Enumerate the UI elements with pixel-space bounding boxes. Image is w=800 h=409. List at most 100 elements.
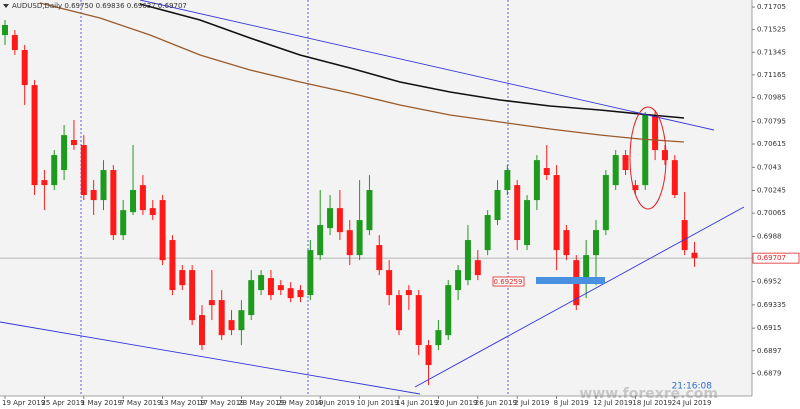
y-tick-label: 0.70615: [757, 140, 786, 148]
candles: [0, 19, 752, 386]
candle-body: [612, 155, 619, 186]
candle-body: [139, 185, 146, 211]
menu-icon: [3, 4, 9, 8]
candle-body: [671, 160, 678, 196]
trend-line-lower: [0, 321, 421, 395]
candle-body: [405, 290, 412, 296]
candle-body: [327, 208, 334, 229]
candle-body: [504, 170, 511, 191]
candle-body: [110, 170, 117, 236]
x-tick-label: 26 Jun 2019: [475, 399, 517, 407]
candle-body: [386, 270, 393, 296]
y-tick-label: 0.6952: [757, 278, 782, 286]
y-tick-label: 0.69335: [757, 301, 786, 309]
y-tick-label: 0.6988: [757, 232, 782, 240]
candle-body: [21, 50, 28, 86]
candle-body: [248, 280, 255, 316]
candle-body: [336, 208, 343, 233]
candle-body: [425, 345, 432, 366]
candle-body: [474, 260, 481, 276]
x-tick-label: 1 May 2019: [81, 399, 122, 407]
candle-body: [691, 252, 698, 259]
y-tick-label: 0.70245: [757, 187, 786, 195]
candle-body: [307, 250, 314, 296]
moving-average-fast: [39, 2, 685, 143]
x-tick-label: 17 May 2019: [199, 399, 245, 407]
x-tick-label: 14 Jun 2019: [396, 399, 438, 407]
candle-body: [543, 168, 550, 176]
trend-line-support: [414, 206, 745, 388]
candle-body: [642, 114, 649, 186]
plot-background: [0, 0, 752, 396]
candle-body: [524, 200, 531, 246]
month-separators: [80, 0, 509, 396]
candle-body: [356, 220, 363, 256]
candle-body: [553, 175, 560, 251]
annotation-box: [492, 276, 525, 287]
candle-body: [267, 278, 274, 296]
candle-body: [228, 320, 235, 331]
chart-title: AUDUSD,Daily 0.69750 0.69836 0.69637 0.6…: [12, 2, 187, 10]
candle-body: [455, 270, 462, 291]
candle-body: [258, 275, 265, 291]
candle-body: [622, 155, 629, 171]
y-tick-label: 0.70985: [757, 94, 786, 102]
candle-body: [494, 190, 501, 221]
support-zone: [536, 277, 605, 284]
candle-body: [464, 240, 471, 281]
candle-body: [366, 190, 373, 231]
x-tick-label: 8 Jul 2019: [554, 399, 589, 407]
candle-body: [415, 295, 422, 346]
watermark: www.forexre.com: [579, 386, 718, 402]
candle-body: [287, 288, 294, 299]
x-tick-label: 12 Jul 2019: [593, 399, 633, 407]
candle-body: [130, 190, 137, 213]
candle-body: [149, 208, 156, 216]
y-tick-label: 0.6915: [757, 324, 782, 332]
current-price-tag: [752, 252, 800, 264]
current-price-label: 0.69707: [757, 254, 786, 262]
x-tick-label: 13 May 2019: [160, 399, 206, 407]
candle-body: [208, 300, 215, 306]
candle-body: [376, 245, 383, 271]
candle-body: [199, 315, 205, 346]
candle-body: [100, 170, 107, 201]
clock: 21:16:08: [672, 382, 713, 392]
candle-body: [563, 230, 570, 256]
y-tick-label: 0.70795: [757, 117, 786, 125]
x-tick-label: 2 Jul 2019: [514, 399, 549, 407]
candle-body: [297, 290, 304, 298]
candle-body: [652, 114, 659, 151]
candle-body: [277, 285, 284, 291]
candle-body: [593, 230, 599, 256]
candle-body: [396, 295, 402, 331]
candle-body: [179, 270, 186, 286]
candle-body: [602, 175, 609, 231]
y-tick-label: 0.6897: [757, 347, 782, 355]
candle-body: [70, 140, 77, 146]
candle-body: [681, 220, 688, 251]
y-tick-label: 0.6879: [757, 369, 782, 377]
y-tick-label: 0.71705: [757, 3, 786, 11]
candle-body: [41, 180, 48, 186]
x-tick-label: 25 Apr 2019: [41, 399, 84, 407]
x-tick-label: 18 Jul 2019: [632, 399, 672, 407]
y-tick-label: 0.70065: [757, 209, 786, 217]
candle-body: [11, 35, 18, 51]
candle-body: [120, 210, 127, 236]
candle-body: [61, 135, 68, 171]
candle-body: [661, 150, 668, 161]
candle-body: [484, 215, 491, 251]
highlight-ellipse: [629, 106, 667, 210]
y-tick-label: 0.71525: [757, 26, 786, 34]
candle-body: [346, 230, 353, 256]
candle-body: [90, 190, 97, 201]
moving-average-slow: [139, 3, 685, 119]
candle-body: [317, 225, 324, 256]
candle-body: [632, 185, 639, 191]
y-tick-label: 0.71165: [757, 71, 786, 79]
x-tick-label: 24 Jul 2019: [672, 399, 712, 407]
candle-body: [51, 155, 58, 186]
